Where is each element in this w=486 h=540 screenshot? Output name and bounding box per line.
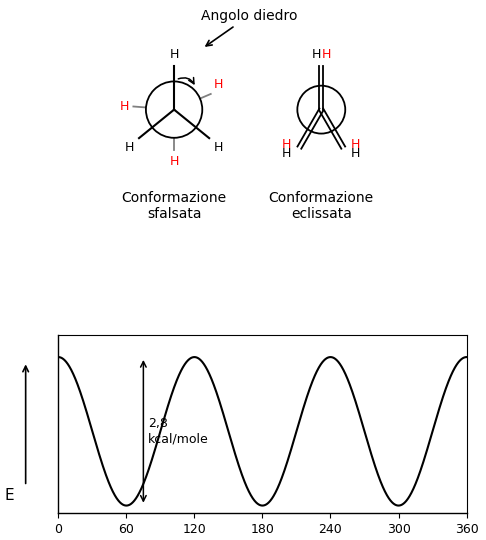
Text: H: H <box>125 141 134 154</box>
Circle shape <box>297 86 345 133</box>
Text: H: H <box>119 100 129 113</box>
Text: H: H <box>282 138 292 151</box>
Text: H: H <box>312 48 321 61</box>
Text: H: H <box>170 48 179 61</box>
Text: Angolo diedro: Angolo diedro <box>201 9 297 46</box>
Text: H: H <box>170 155 179 168</box>
Text: H: H <box>282 147 292 160</box>
Text: H: H <box>214 141 223 154</box>
Circle shape <box>146 82 202 138</box>
Text: H: H <box>214 78 223 91</box>
Text: E: E <box>4 488 14 503</box>
Text: H: H <box>351 138 361 151</box>
Text: Conformazione
eclissata: Conformazione eclissata <box>269 191 374 221</box>
Text: 2,8
kcal/mole: 2,8 kcal/mole <box>148 417 208 446</box>
Text: H: H <box>351 147 361 160</box>
Text: Conformazione
sfalsata: Conformazione sfalsata <box>122 191 226 221</box>
Text: H: H <box>322 48 331 61</box>
